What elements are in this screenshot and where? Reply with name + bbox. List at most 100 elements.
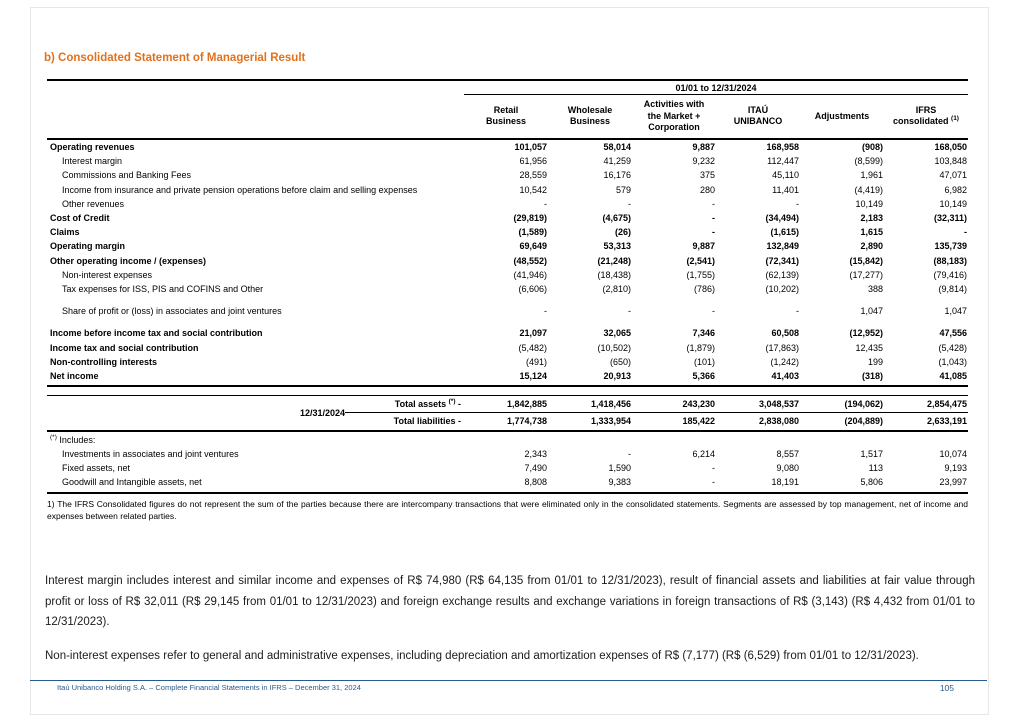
row-value: 280 (699, 184, 715, 195)
row-value: 61,956 (519, 156, 547, 167)
row-value: (62,139) (765, 269, 799, 280)
table-row: Tax expenses for ISS, PIS and COFINS and… (47, 282, 968, 296)
row-value: 1,517 (860, 448, 883, 459)
row-value: (2,810) (602, 283, 631, 294)
row-value: 1,774,738 (506, 415, 547, 426)
row-value: 135,739 (934, 241, 967, 252)
row-value: 23,997 (939, 477, 967, 488)
row-value: 11,401 (772, 184, 799, 195)
row-label: Income from insurance and private pensio… (62, 184, 418, 195)
row-value: (194,062) (844, 398, 883, 409)
assets-rows: Total assets (*) - 1,842,885 1,418,456 243,… (47, 397, 968, 430)
row-value: 10,149 (855, 198, 883, 209)
table-column-headers: Retail Business Wholesale Business Activitie… (47, 95, 968, 140)
row-value: - (712, 462, 715, 473)
row-label: Total liabilities - (393, 415, 461, 426)
footnote-marker: (1) (951, 115, 959, 123)
row-value: - (712, 198, 715, 209)
row-value: 69,649 (519, 241, 547, 252)
period-header-row: 01/01 to 12/31/2024 (47, 79, 968, 95)
table-row: Investments in associates and joint vent… (47, 447, 968, 461)
column-header-5: Adjustments (814, 110, 870, 121)
table-row: Fixed assets, net 7,490 1,590 - 9,080 113 9,19… (47, 461, 968, 475)
table-row: Other revenues - - - - 10,149 10,149 (47, 197, 968, 211)
row-value: 132,849 (766, 241, 799, 252)
row-value: 60,508 (771, 328, 799, 339)
row-value: - (796, 198, 799, 209)
row-value: (491) (525, 356, 547, 367)
row-value: 10,149 (939, 198, 967, 209)
row-value: 15,124 (519, 370, 547, 381)
row-label: Commissions and Banking Fees (62, 170, 192, 181)
row-value: (1,043) (938, 356, 967, 367)
row-value: 5,806 (860, 477, 883, 488)
footer-title: Itaú Unibanco Holding S.A. – Complete Fi… (57, 683, 361, 692)
row-label: Income before income tax and social cont… (50, 328, 263, 339)
column-header-3: Activities with the Market + Corporation (643, 99, 705, 132)
row-label: Investments in associates and joint vent… (62, 448, 239, 459)
row-value: (41,946) (513, 269, 547, 280)
row-value: 20,913 (603, 370, 631, 381)
row-value: 58,014 (603, 142, 631, 153)
row-value: (1,589) (518, 227, 547, 238)
row-value: - (544, 198, 547, 209)
assets-divider (345, 412, 968, 414)
row-value: 9,232 (692, 156, 715, 167)
row-value: - (712, 477, 715, 488)
row-label: Cost of Credit (50, 213, 110, 224)
row-value: 7,346 (692, 328, 715, 339)
column-header-2: Wholesale Business (567, 104, 613, 127)
row-value: - (712, 306, 715, 317)
row-value: 7,490 (524, 462, 547, 473)
table-row: Non-controlling interests (491) (650) (101)… (47, 355, 968, 369)
row-label: Interest margin (62, 156, 123, 167)
row-value: (88,183) (933, 255, 967, 266)
row-value: 1,333,954 (590, 415, 631, 426)
row-value: (1,879) (686, 342, 715, 353)
row-value: 2,890 (860, 241, 883, 252)
row-value: - (628, 448, 631, 459)
row-value: 2,343 (524, 448, 547, 459)
row-value: - (712, 227, 715, 238)
row-label: Non-interest expenses (62, 269, 153, 280)
row-value: 32,065 (603, 328, 631, 339)
row-value: - (544, 306, 547, 317)
row-value: (18,438) (597, 269, 631, 280)
row-value: 6,214 (692, 448, 715, 459)
total-assets-row: Total assets (*) - 1,842,885 1,418,456 243,… (47, 397, 968, 413)
row-label: Other operating income / (expenses) (50, 255, 207, 266)
row-value: 101,057 (514, 142, 547, 153)
footnote-marker: (*) (50, 434, 57, 442)
row-value: - (796, 306, 799, 317)
row-value: 243,230 (682, 398, 715, 409)
row-value: (26) (614, 227, 631, 238)
row-value: (29,819) (513, 213, 547, 224)
row-value: 9,887 (692, 241, 715, 252)
includes-note-label: (*) Includes: (50, 434, 96, 446)
row-value: (10,202) (765, 283, 799, 294)
managerial-result-table: 01/01 to 12/31/2024 Retail Business Wholes… (47, 79, 968, 523)
row-label: Tax expenses for ISS, PIS and COFINS and… (62, 283, 264, 294)
row-label: Operating revenues (50, 142, 135, 153)
row-value: (34,494) (765, 213, 799, 224)
row-label: Other revenues (62, 198, 125, 209)
row-value: 2,838,080 (758, 415, 799, 426)
row-value: 168,958 (766, 142, 799, 153)
row-value: (8,599) (854, 156, 883, 167)
row-value: 6,982 (944, 184, 967, 195)
row-value: 53,313 (603, 241, 631, 252)
row-value: (101) (693, 356, 715, 367)
row-value: (908) (861, 142, 883, 153)
row-value: 9,887 (692, 142, 715, 153)
row-value: (15,842) (849, 255, 883, 266)
table-row: Operating margin 69,649 53,313 9,887 132,849… (47, 240, 968, 254)
row-value: 21,097 (519, 328, 547, 339)
row-value: 2,183 (860, 213, 883, 224)
table-row: Cost of Credit (29,819) (4,675) - (34,494) 2,… (47, 211, 968, 225)
row-value: 388 (867, 283, 883, 294)
row-value: (9,814) (938, 283, 967, 294)
row-value: 9,383 (608, 477, 631, 488)
table-row: Net income 15,124 20,913 5,366 41,403 (318) 41… (47, 369, 968, 383)
row-value: 47,071 (939, 170, 967, 181)
row-value: (204,889) (844, 415, 883, 426)
